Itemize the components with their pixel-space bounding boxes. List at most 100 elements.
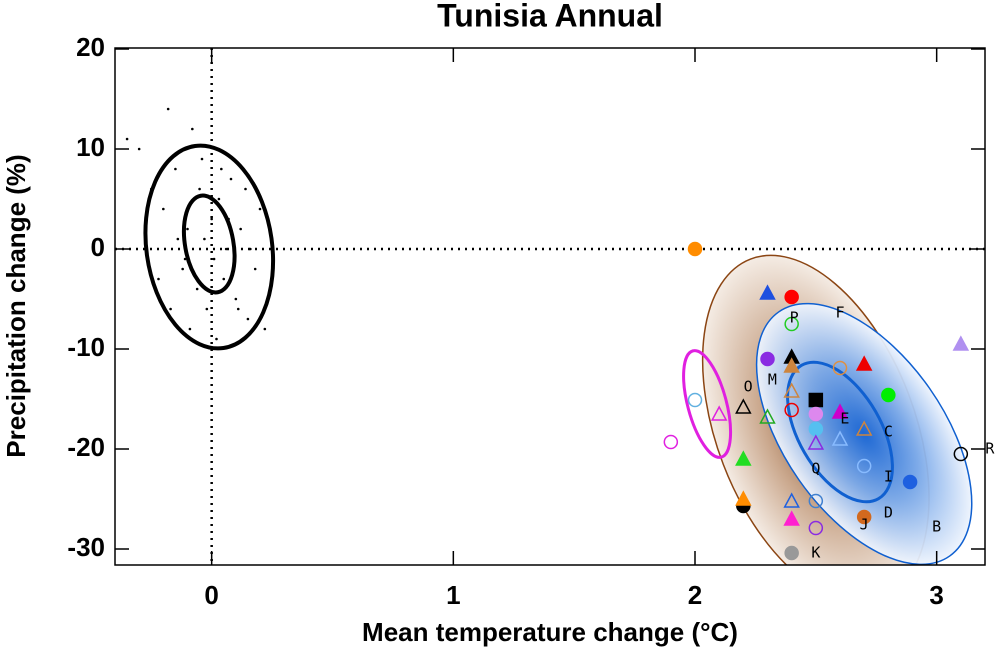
point-label: I	[884, 468, 893, 486]
noise-point	[229, 177, 233, 181]
y-tick-label: 0	[91, 232, 105, 262]
noise-point	[270, 277, 274, 281]
ellipse	[755, 302, 973, 565]
noise-point	[174, 167, 177, 171]
y-tick-label: 20	[76, 32, 105, 62]
point	[808, 392, 824, 408]
point	[687, 392, 703, 408]
ellipse	[143, 143, 276, 351]
ellipse	[682, 349, 733, 459]
point	[759, 408, 776, 424]
noise-point	[125, 137, 129, 141]
y-tick-label: -10	[67, 332, 105, 362]
noise-point	[183, 257, 187, 261]
point	[663, 434, 679, 450]
noise-point	[227, 217, 230, 221]
point-label: M	[768, 371, 777, 389]
noise-point	[220, 167, 223, 171]
chart-title: Tunisia Annual	[437, 0, 663, 33]
noise-point	[212, 257, 216, 261]
point	[808, 421, 824, 437]
point	[953, 446, 969, 462]
noise-point	[195, 287, 199, 291]
y-tick-label: -20	[67, 432, 105, 462]
point	[952, 335, 970, 351]
noise-point	[205, 307, 209, 311]
y-axis-label: Precipitation change (%)	[1, 154, 31, 457]
point-label: P	[790, 309, 799, 327]
x-tick-label: 3	[929, 580, 943, 610]
point	[735, 398, 752, 414]
point	[831, 403, 849, 419]
noise-point	[137, 147, 141, 151]
point	[784, 402, 799, 418]
noise-point	[263, 327, 267, 331]
noise-point	[176, 237, 180, 241]
point	[784, 289, 799, 305]
noise-point	[198, 187, 201, 191]
noise-point	[191, 127, 194, 131]
noise-point	[186, 227, 189, 231]
point-label: O	[744, 378, 753, 396]
point	[808, 520, 824, 536]
point	[783, 510, 800, 526]
point	[783, 382, 800, 398]
noise-point	[200, 157, 204, 161]
point-label: C	[884, 423, 893, 441]
noise-point	[234, 297, 238, 301]
noise-point	[217, 197, 221, 201]
noise-point	[236, 307, 240, 311]
point	[783, 357, 800, 373]
point	[735, 490, 752, 506]
noise-point	[181, 267, 184, 271]
point-label: B	[932, 518, 941, 536]
plot-area	[115, 48, 985, 565]
noise-point	[249, 247, 252, 251]
point	[855, 420, 873, 436]
noise-point	[162, 207, 165, 211]
point	[902, 474, 918, 490]
noise-point	[157, 277, 160, 281]
noise-point	[224, 247, 228, 251]
point-label: K	[811, 544, 820, 562]
noise-point	[253, 267, 257, 271]
noise-point	[188, 327, 192, 331]
y-tick-label: 10	[76, 132, 105, 162]
x-axis-label: Mean temperature change (°C)	[362, 617, 738, 647]
plot-frame	[114, 47, 986, 566]
point	[808, 493, 824, 509]
point	[784, 316, 799, 332]
point	[783, 492, 800, 508]
y-tick-label: -30	[67, 532, 105, 562]
x-tick-label: 0	[204, 580, 218, 610]
noise-point	[244, 187, 247, 191]
noise-point	[239, 227, 242, 231]
point	[735, 450, 752, 466]
point	[687, 241, 703, 257]
point	[831, 430, 849, 446]
point-label: E	[840, 410, 849, 428]
x-tick-label: 2	[688, 580, 702, 610]
point	[855, 355, 873, 371]
noise-point	[193, 197, 197, 201]
ellipse	[181, 193, 237, 295]
point	[856, 458, 872, 474]
point	[784, 545, 799, 561]
point	[856, 509, 872, 525]
noise-point	[169, 307, 172, 311]
noise-point	[215, 337, 218, 341]
point	[808, 406, 824, 422]
point	[760, 351, 775, 367]
point	[807, 434, 825, 450]
noise-point	[210, 217, 213, 221]
point-label: F	[835, 304, 844, 322]
noise-point	[246, 317, 250, 321]
noise-point	[222, 277, 226, 281]
point-label: D	[884, 504, 893, 522]
noise-point	[232, 267, 235, 271]
noise-point	[166, 107, 170, 111]
noise-point	[203, 237, 206, 241]
point	[759, 284, 776, 300]
x-tick-label: 1	[446, 580, 460, 610]
point-label: R	[985, 440, 995, 458]
